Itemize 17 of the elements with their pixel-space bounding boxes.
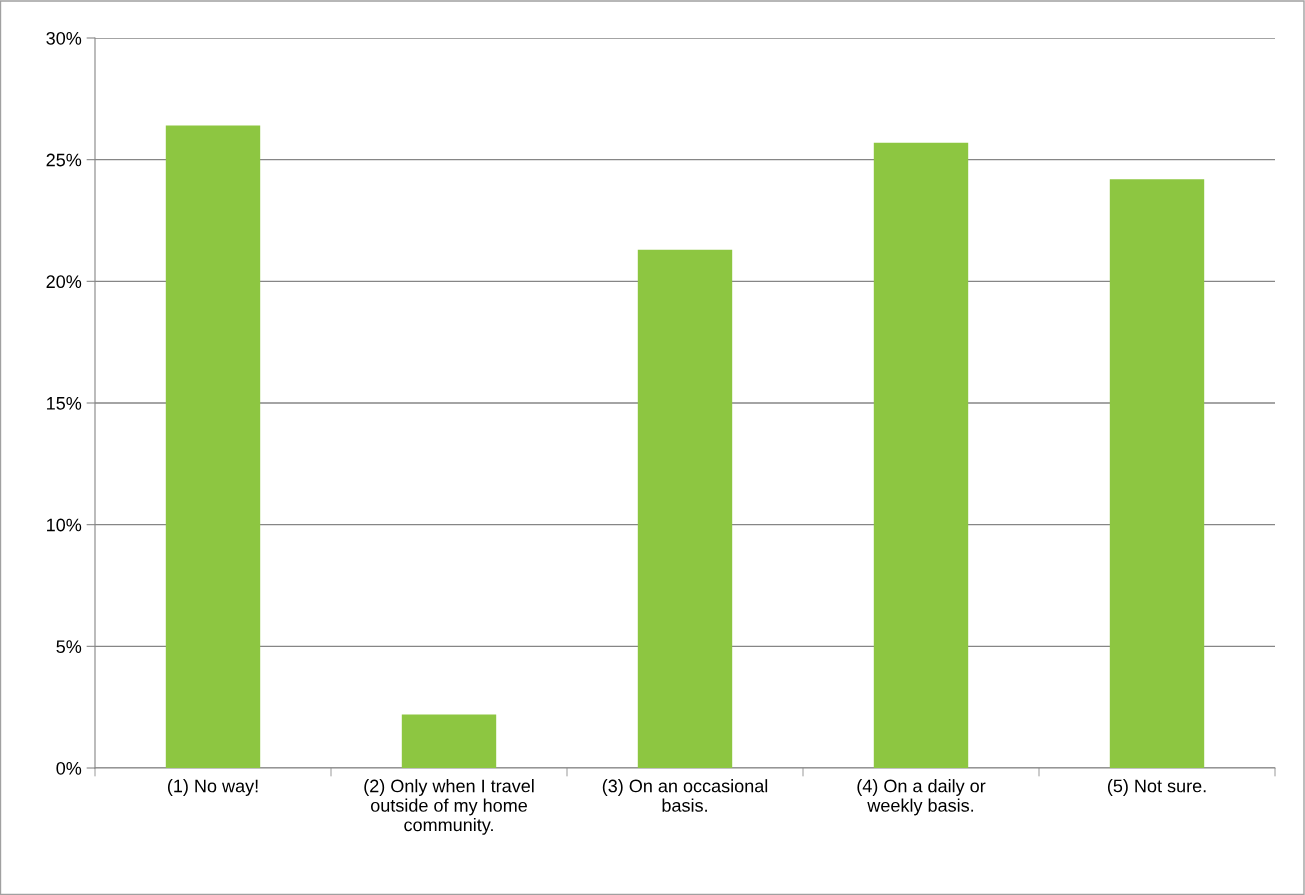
y-tick-label: 10% [47, 518, 82, 532]
bar [873, 142, 969, 768]
y-tick-label: 30% [46, 31, 82, 45]
x-tick-label: (3) On an occasional basis. [602, 779, 768, 812]
x-tick-label: (5) Not sure. [1107, 779, 1206, 796]
bar [637, 249, 733, 768]
bar [165, 125, 261, 768]
bar [1109, 179, 1205, 768]
bar [401, 714, 497, 768]
x-tick-label: (1) No way! [167, 779, 258, 796]
y-tick-label: 15% [47, 397, 82, 410]
y-tick-label: 20% [46, 275, 82, 289]
x-tick-label: (4) On a daily or weekly basis. [857, 779, 986, 816]
x-tick-label: (2) Only when I travel outside of my home community. [364, 779, 534, 835]
y-tick-label: 0% [56, 761, 82, 775]
y-tick-label: 5% [56, 640, 82, 654]
y-tick-label: 25% [46, 153, 82, 167]
